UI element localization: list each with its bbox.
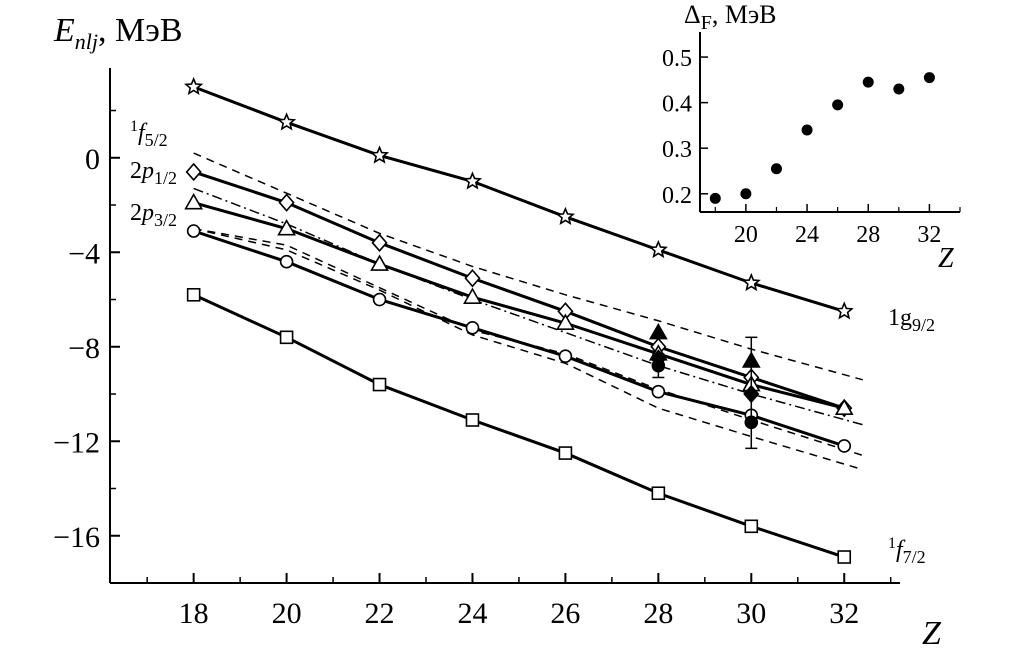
triangle-marker: [741, 351, 761, 368]
series-label-2p32: 2p3/2: [130, 200, 178, 230]
square-marker: [372, 377, 387, 392]
dashed-line: [193, 152, 864, 381]
star-marker: [462, 171, 483, 190]
inset-point: [709, 192, 721, 204]
inset-y-tick-label: 0.4: [662, 92, 692, 118]
square-marker: [279, 330, 294, 345]
star-marker: [741, 272, 761, 292]
diamond-marker: [464, 269, 481, 288]
main-y-axis-label: Enlj, МэВ: [54, 12, 183, 54]
square-marker: [744, 519, 759, 534]
star-marker: [277, 112, 297, 131]
dashdot-line: [193, 187, 864, 426]
triangle-marker: [834, 398, 854, 415]
circle-marker: [279, 254, 294, 269]
series-line: [193, 293, 845, 559]
inset-point: [862, 76, 874, 88]
main-x-tick-label: 28: [643, 597, 673, 630]
inset-point: [923, 72, 935, 84]
circle-marker: [651, 384, 666, 399]
main-x-axis-label: Z: [922, 615, 941, 652]
star-marker: [834, 301, 854, 320]
inset-point: [893, 83, 905, 95]
square-marker: [465, 413, 480, 427]
main-x-tick-label: 18: [179, 597, 209, 630]
inset-point: [740, 188, 752, 200]
main-x-tick-label: 20: [272, 597, 302, 630]
series-line: [193, 170, 845, 410]
dashed-line: [193, 227, 864, 457]
square-marker: [186, 287, 201, 302]
main-x-tick-label: 26: [550, 597, 580, 630]
triangle-marker: [370, 254, 389, 271]
star-marker: [184, 76, 204, 96]
main-y-tick-label: 0: [85, 143, 100, 176]
inset-x-tick-label: 24: [795, 222, 819, 248]
main-axes: 18 20 22 24 26 28 30 32 0 −4 −8 −12 −16: [53, 68, 900, 630]
square-marker: [837, 550, 852, 564]
diamond-marker: [371, 233, 388, 253]
series-line: [193, 201, 845, 410]
inset-point: [832, 99, 844, 111]
square-marker: [651, 486, 666, 501]
circle-marker: [372, 292, 387, 307]
inset-x-axis-label: Z: [938, 243, 954, 274]
inset-point: [770, 163, 782, 175]
main-x-tick-label: 22: [365, 597, 395, 630]
circle-marker: [837, 439, 852, 453]
main-y-tick-label: −16: [53, 521, 100, 554]
star-marker: [555, 206, 576, 225]
dashed-line: [193, 227, 864, 471]
circle-marker: [558, 349, 573, 364]
series-line: [193, 85, 845, 313]
star-marker: [648, 239, 668, 259]
series-label-1f72: 1f7/2: [888, 535, 926, 567]
star-marker: [369, 145, 390, 164]
series-label-1g92: 1g9/2: [888, 305, 936, 335]
main-x-tick-label: 24: [457, 597, 487, 630]
main-series: [184, 76, 864, 564]
inset-points: [709, 72, 935, 204]
inset-y-tick-label: 0.5: [662, 46, 692, 72]
square-marker: [558, 446, 573, 460]
main-x-tick-label: 30: [736, 597, 766, 630]
diamond-marker: [185, 162, 202, 182]
inset-x-tick-label: 20: [734, 222, 758, 248]
circle-marker: [465, 321, 480, 335]
circle-marker: [186, 224, 201, 238]
triangle-marker: [648, 322, 668, 340]
diamond-marker: [278, 193, 295, 212]
inset-point: [801, 124, 813, 136]
inset-y-tick-label: 0.2: [662, 183, 692, 209]
main-y-tick-label: −4: [68, 237, 100, 270]
inset-y-axis-label: ΔF, МэВ: [684, 0, 777, 35]
triangle-marker: [556, 313, 575, 330]
inset-axes: 20 24 28 32 0.2 0.3 0.4 0.5: [662, 32, 961, 248]
series-label-2p12: 2p1/2: [130, 158, 178, 188]
inset-x-tick-label: 32: [917, 222, 941, 248]
triangle-marker: [277, 219, 296, 236]
inset-y-tick-label: 0.3: [662, 137, 692, 163]
circle-marker: [651, 358, 666, 373]
triangle-marker: [184, 193, 204, 210]
series-label-1f52: 1f5/2: [130, 118, 168, 150]
triangle-marker: [463, 287, 482, 304]
inset-x-tick-label: 28: [856, 222, 880, 248]
series-line: [193, 229, 845, 448]
diamond-marker: [743, 384, 760, 404]
main-x-tick-label: 32: [829, 597, 859, 630]
main-y-tick-label: −8: [68, 332, 100, 365]
circle-marker: [744, 415, 759, 430]
main-y-tick-label: −12: [53, 426, 100, 459]
